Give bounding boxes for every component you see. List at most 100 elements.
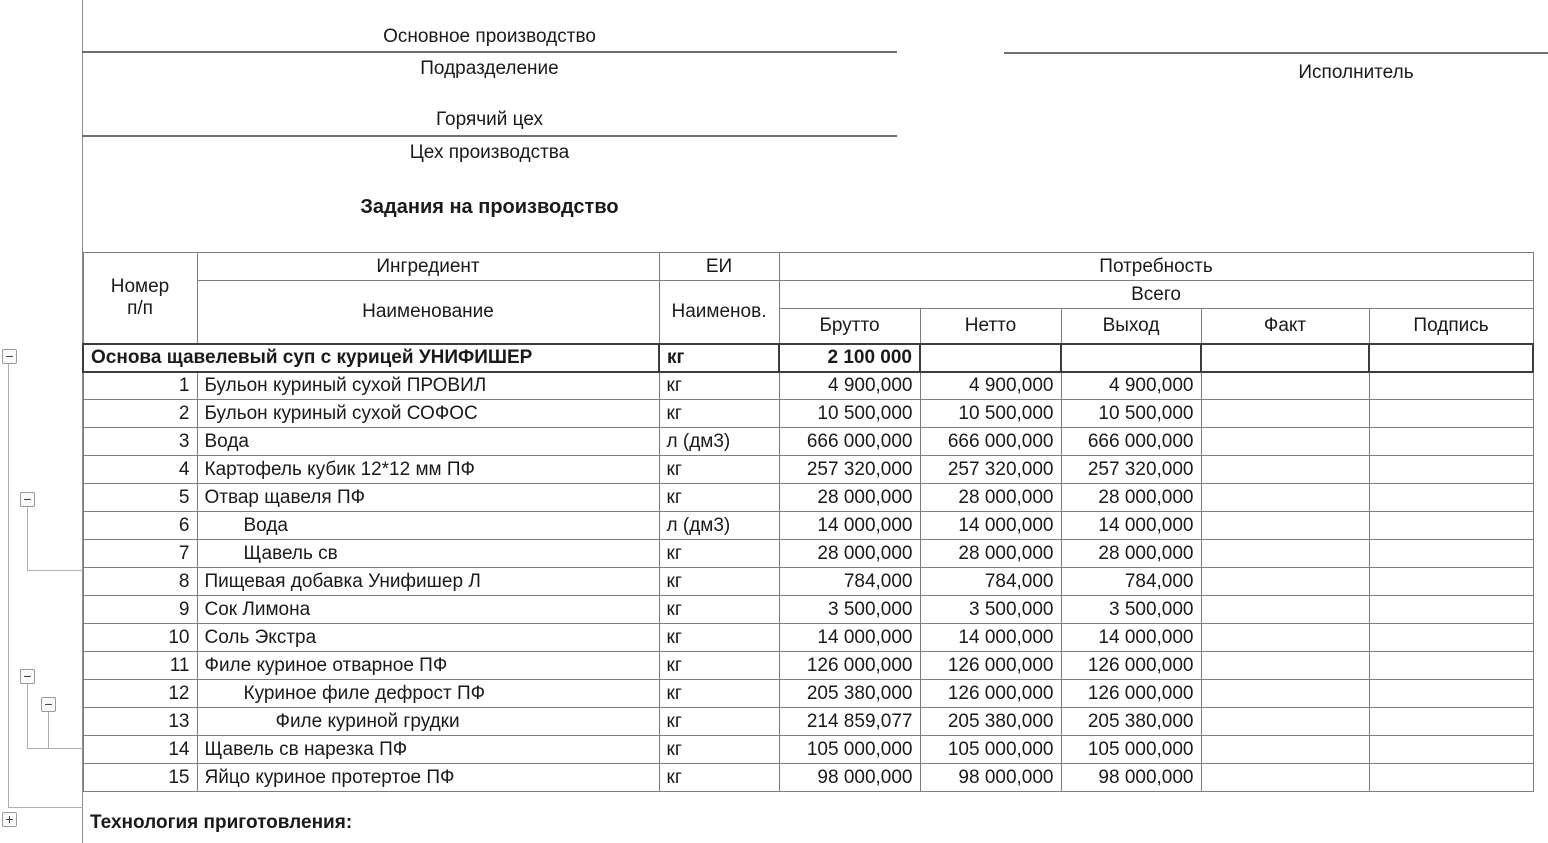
ingredients-table: Номер п/п Ингредиент ЕИ Потребность Наим… <box>82 252 1535 792</box>
signature-cell <box>1368 679 1534 708</box>
group-line <box>27 507 28 571</box>
gross-cell: 4 900,000 <box>778 371 921 400</box>
col-header-total: Всего <box>778 280 1534 309</box>
output-cell: 4 900,000 <box>1060 371 1202 400</box>
unit-cell: кг <box>658 763 780 792</box>
col-header-gross: Брутто <box>778 308 921 345</box>
output-cell: 205 380,000 <box>1060 707 1202 736</box>
row-number-cell: 4 <box>82 455 198 484</box>
col-header-name: Наименование <box>196 280 660 344</box>
table-row: 2 Бульон куриный сухой СОФОС кг 10 500,000 1… <box>82 399 1534 428</box>
summary-gross-cell: 2 100 000 <box>778 342 921 373</box>
signature-cell <box>1368 567 1534 596</box>
row-number-cell: 9 <box>82 595 198 624</box>
unit-cell: кг <box>658 399 780 428</box>
collapse-group-icon[interactable]: − <box>2 349 17 364</box>
expand-group-icon[interactable]: + <box>2 812 17 827</box>
output-cell: 28 000,000 <box>1060 483 1202 512</box>
net-cell: 3 500,000 <box>919 595 1062 624</box>
department-value: Основное производство <box>383 26 596 47</box>
ingredient-name-cell: Бульон куриный сухой ПРОВИЛ <box>196 371 660 400</box>
signature-cell <box>1368 455 1534 484</box>
output-cell: 666 000,000 <box>1060 427 1202 456</box>
gross-cell: 28 000,000 <box>778 483 921 512</box>
executor-underline <box>1004 52 1548 54</box>
col-header-signature: Подпись <box>1368 308 1534 345</box>
row-number-cell: 3 <box>82 427 198 456</box>
gross-cell: 28 000,000 <box>778 539 921 568</box>
row-number-cell: 15 <box>82 763 198 792</box>
ingredient-name-cell: Бульон куриный сухой СОФОС <box>196 399 660 428</box>
ingredient-name-cell: Щавель св нарезка ПФ <box>196 735 660 764</box>
ingredient-name-cell: Картофель кубик 12*12 мм ПФ <box>196 455 660 484</box>
net-cell: 4 900,000 <box>919 371 1062 400</box>
shop-label: Цех производства <box>409 142 570 163</box>
net-cell: 666 000,000 <box>919 427 1062 456</box>
table-row: 14 Щавель св нарезка ПФ кг 105 000,000 105 0… <box>82 735 1534 764</box>
collapse-group-icon[interactable]: − <box>41 697 56 712</box>
signature-cell <box>1368 539 1534 568</box>
row-number-cell: 8 <box>82 567 198 596</box>
output-cell: 98 000,000 <box>1060 763 1202 792</box>
summary-signature-cell <box>1367 342 1535 373</box>
net-cell: 126 000,000 <box>919 679 1062 708</box>
ingredient-name-cell: Пищевая добавка Унифишер Л <box>196 567 660 596</box>
output-cell: 10 500,000 <box>1060 399 1202 428</box>
unit-cell: кг <box>658 455 780 484</box>
collapse-group-icon[interactable]: − <box>20 492 35 507</box>
gross-cell: 105 000,000 <box>778 735 921 764</box>
net-cell: 98 000,000 <box>919 763 1062 792</box>
fact-cell <box>1200 371 1370 400</box>
row-number-cell: 1 <box>82 371 198 400</box>
output-cell: 14 000,000 <box>1060 511 1202 540</box>
summary-net-cell <box>919 342 1062 373</box>
technology-label: Технология приготовления: <box>90 812 353 833</box>
row-number-cell: 11 <box>82 651 198 680</box>
signature-cell <box>1368 651 1534 680</box>
ingredient-name-cell: Яйцо куриное протертое ПФ <box>196 763 660 792</box>
ingredient-name-cell: Филе куриной грудки <box>196 707 660 736</box>
row-number-cell: 7 <box>82 539 198 568</box>
collapse-group-icon[interactable]: − <box>20 669 35 684</box>
net-cell: 105 000,000 <box>919 735 1062 764</box>
output-cell: 126 000,000 <box>1060 651 1202 680</box>
unit-cell: кг <box>658 483 780 512</box>
table-row: 4 Картофель кубик 12*12 мм ПФ кг 257 320,00… <box>82 455 1534 484</box>
group-line <box>27 684 28 749</box>
fact-cell <box>1200 763 1370 792</box>
group-line <box>8 807 83 808</box>
col-header-number-line1: Номер <box>110 275 170 297</box>
group-line <box>8 364 9 807</box>
col-header-unit: ЕИ <box>658 252 780 281</box>
unit-cell: кг <box>658 735 780 764</box>
gross-cell: 14 000,000 <box>778 511 921 540</box>
table-row: 3 Вода л (дм3) 666 000,000 666 000,000 666 00… <box>82 427 1534 456</box>
fact-cell <box>1200 567 1370 596</box>
fact-cell <box>1200 399 1370 428</box>
executor-label: Исполнитель <box>1298 62 1414 83</box>
table-row: 5 Отвар щавеля ПФ кг 28 000,000 28 000,000 28… <box>82 483 1534 512</box>
table-header-row: Номер п/п Ингредиент ЕИ Потребность <box>82 252 1534 344</box>
table-row: 1 Бульон куриный сухой ПРОВИЛ кг 4 900,000 4… <box>82 371 1534 400</box>
output-cell: 3 500,000 <box>1060 595 1202 624</box>
col-header-output: Выход <box>1060 308 1202 345</box>
unit-cell: л (дм3) <box>658 427 780 456</box>
output-cell: 14 000,000 <box>1060 623 1202 652</box>
ingredient-name-cell: Филе куриное отварное ПФ <box>196 651 660 680</box>
row-number-cell: 12 <box>82 679 198 708</box>
row-number-cell: 14 <box>82 735 198 764</box>
ingredient-name-cell: Куриное филе дефрост ПФ <box>196 679 660 708</box>
col-header-net: Нетто <box>919 308 1062 345</box>
row-number-cell: 2 <box>82 399 198 428</box>
signature-cell <box>1368 399 1534 428</box>
row-number-cell: 13 <box>82 707 198 736</box>
table-row: 9 Сок Лимона кг 3 500,000 3 500,000 3 500,000 <box>82 595 1534 624</box>
gross-cell: 784,000 <box>778 567 921 596</box>
unit-cell: кг <box>658 679 780 708</box>
unit-cell: кг <box>658 539 780 568</box>
gross-cell: 10 500,000 <box>778 399 921 428</box>
output-cell: 126 000,000 <box>1060 679 1202 708</box>
fact-cell <box>1200 651 1370 680</box>
ingredient-name-cell: Сок Лимона <box>196 595 660 624</box>
col-header-unit-name: Наименов. <box>658 280 780 344</box>
